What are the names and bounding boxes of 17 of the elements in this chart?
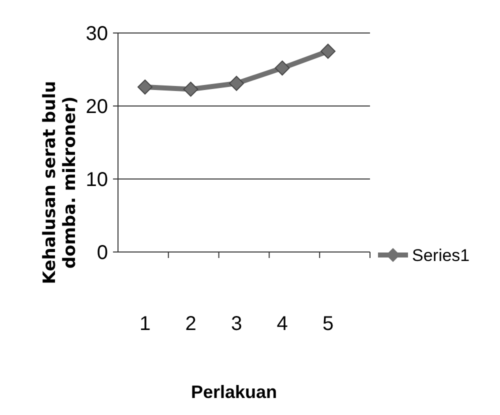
y-axis-title: Kehalusan serat bulu domba. mikroner) (40, 80, 80, 284)
point (138, 80, 152, 95)
x-tick-label: 3 (230, 313, 242, 335)
x-tick-label: 4 (276, 313, 288, 335)
point (229, 76, 244, 91)
point (274, 60, 290, 76)
legend-label: Series1 (412, 246, 470, 265)
y-tick-label: 0 (96, 242, 108, 264)
x-axis-title: Perlakuan (190, 382, 278, 402)
y-tick-label: 10 (86, 169, 108, 191)
y-tick-label: 30 (86, 23, 108, 45)
point (183, 82, 198, 97)
point (320, 44, 336, 59)
y-tick-label: 20 (86, 96, 108, 118)
x-tick-label: 1 (139, 313, 151, 335)
x-tick-label: 2 (185, 313, 196, 335)
x-tick-label: 5 (322, 313, 334, 335)
